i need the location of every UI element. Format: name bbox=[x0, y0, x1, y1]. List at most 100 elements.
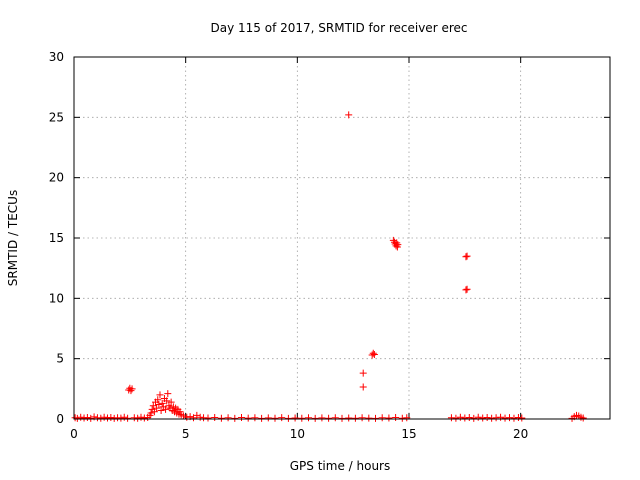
data-point bbox=[510, 414, 518, 422]
data-point bbox=[154, 396, 162, 404]
data-point bbox=[345, 414, 353, 422]
data-point bbox=[325, 414, 333, 422]
data-point bbox=[211, 414, 219, 422]
y-tick-label: 25 bbox=[49, 110, 64, 124]
y-axis-label: SRMTID / TECUs bbox=[6, 190, 20, 286]
data-point bbox=[224, 414, 232, 422]
data-point bbox=[100, 413, 108, 421]
data-point bbox=[345, 111, 353, 119]
data-point bbox=[452, 414, 460, 422]
chart-title: Day 115 of 2017, SRMTID for receiver ere… bbox=[211, 21, 468, 35]
data-point bbox=[358, 414, 366, 422]
data-point bbox=[359, 383, 367, 391]
data-point bbox=[137, 413, 145, 421]
y-tick-label: 30 bbox=[49, 50, 64, 64]
data-point bbox=[483, 414, 491, 422]
data-point bbox=[462, 253, 470, 261]
data-point bbox=[579, 414, 587, 422]
data-point bbox=[244, 414, 252, 422]
plot-frame bbox=[73, 56, 611, 420]
data-point bbox=[107, 414, 115, 422]
data-point bbox=[155, 401, 163, 409]
data-point bbox=[331, 414, 339, 422]
y-tick-label: 10 bbox=[49, 291, 64, 305]
data-point bbox=[77, 413, 85, 421]
data-point bbox=[518, 414, 526, 422]
data-point bbox=[156, 391, 164, 399]
data-point bbox=[465, 414, 473, 422]
y-tick-label: 20 bbox=[49, 171, 64, 185]
data-point bbox=[305, 414, 312, 422]
x-tick-label: 10 bbox=[290, 427, 305, 441]
data-point bbox=[456, 413, 464, 421]
data-point bbox=[73, 414, 81, 422]
data-point bbox=[134, 414, 142, 422]
data-point bbox=[204, 414, 212, 422]
data-point bbox=[157, 407, 165, 415]
data-point bbox=[470, 414, 478, 422]
data-point bbox=[474, 413, 482, 421]
data-point bbox=[217, 414, 225, 422]
data-point bbox=[497, 413, 505, 421]
x-tick-label: 0 bbox=[70, 427, 78, 441]
data-point bbox=[128, 385, 136, 393]
data-point bbox=[162, 405, 170, 413]
data-point bbox=[83, 414, 91, 422]
data-point bbox=[153, 404, 161, 412]
data-point bbox=[179, 412, 187, 420]
data-point bbox=[120, 413, 128, 421]
data-point bbox=[124, 414, 132, 422]
data-point bbox=[365, 414, 373, 422]
data-point bbox=[127, 387, 135, 395]
data-point bbox=[506, 414, 513, 422]
data-point bbox=[291, 414, 299, 422]
grid-lines bbox=[74, 57, 610, 419]
data-point bbox=[164, 390, 172, 398]
data-point bbox=[385, 414, 393, 422]
data-point bbox=[403, 414, 411, 422]
data-point bbox=[338, 414, 346, 422]
data-point bbox=[392, 242, 400, 250]
data-point bbox=[176, 408, 184, 416]
data-point bbox=[463, 252, 471, 260]
data-point bbox=[87, 414, 95, 422]
axis-ticks: 0 5 10 15 20 0 5 10 15 20 25 30 bbox=[49, 50, 610, 441]
data-point bbox=[147, 409, 155, 417]
data-point bbox=[167, 398, 175, 406]
data-point bbox=[278, 414, 286, 422]
data-point bbox=[258, 414, 266, 422]
data-point bbox=[284, 414, 292, 422]
data-point bbox=[298, 414, 306, 422]
x-axis-label: GPS time / hours bbox=[290, 459, 391, 473]
data-point bbox=[378, 414, 386, 422]
data-point bbox=[392, 414, 400, 422]
data-point bbox=[196, 413, 204, 421]
data-point bbox=[372, 414, 379, 422]
y-tick-label: 15 bbox=[49, 231, 64, 245]
data-point bbox=[150, 408, 158, 416]
data-point bbox=[370, 350, 378, 358]
data-point bbox=[231, 414, 239, 422]
data-point bbox=[117, 414, 125, 422]
data-point bbox=[110, 414, 118, 422]
data-point bbox=[393, 239, 401, 247]
data-point bbox=[351, 414, 359, 422]
data-point bbox=[251, 414, 259, 422]
data-point bbox=[158, 399, 166, 407]
data-point bbox=[97, 414, 105, 422]
data-point bbox=[369, 349, 377, 357]
data-point bbox=[264, 414, 272, 422]
x-tick-label: 15 bbox=[401, 427, 416, 441]
data-point bbox=[238, 414, 245, 422]
x-tick-label: 5 bbox=[182, 427, 190, 441]
y-tick-label: 5 bbox=[56, 352, 64, 366]
data-point bbox=[271, 414, 279, 422]
data-point bbox=[183, 413, 191, 421]
data-point bbox=[311, 414, 319, 422]
data-point bbox=[359, 369, 367, 377]
data-point bbox=[462, 286, 470, 294]
y-tick-label: 0 bbox=[56, 412, 64, 426]
data-point bbox=[463, 285, 471, 293]
data-point bbox=[318, 414, 326, 422]
